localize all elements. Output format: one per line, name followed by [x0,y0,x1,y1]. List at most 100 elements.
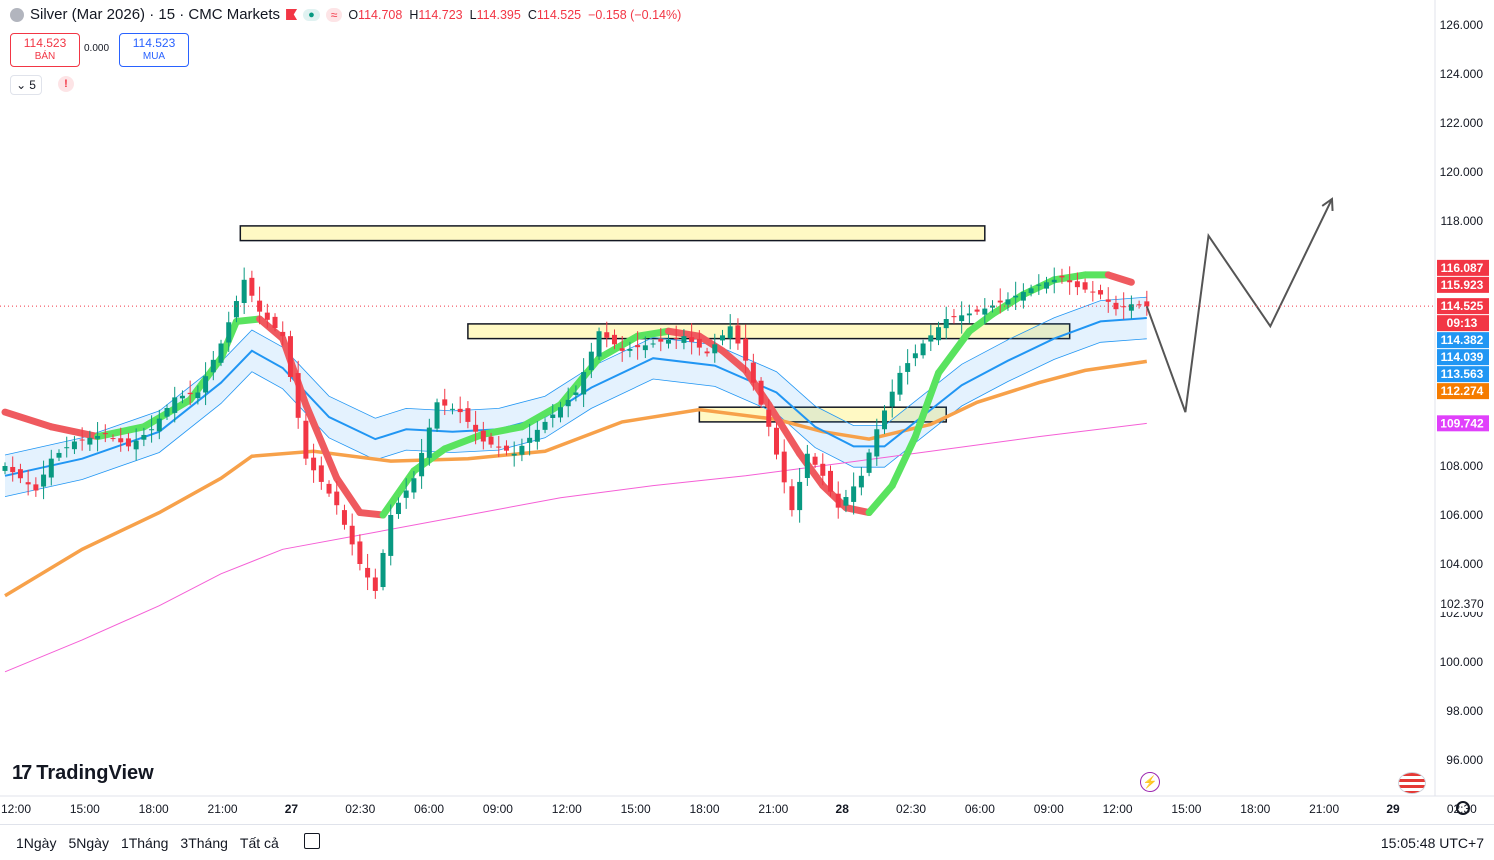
candle-body [442,399,448,406]
candle-body [619,348,625,351]
price-tick-label: 100.000 [1440,655,1484,669]
candle-body [457,408,463,413]
candle-body [141,434,147,440]
price-label-bg [1437,349,1489,366]
candle-body [311,457,317,471]
candle-body [974,309,980,312]
candle-body [249,277,255,296]
calendar-icon[interactable] [304,833,320,849]
wave-icon[interactable]: ≈ [325,7,343,22]
candle-body [1051,279,1057,283]
warning-icon[interactable]: ! [58,76,74,92]
candle-body [920,343,926,356]
symbol-title[interactable]: Silver (Mar 2026) · 15 · CMC Markets [30,6,281,23]
tradingview-logo[interactable]: 17 TradingView [12,762,154,785]
ema-fast-segment [595,332,642,362]
candle-body [210,359,216,373]
open-key: O [348,7,359,22]
buy-price: 114.523 [132,36,176,50]
candle-body [372,577,378,591]
candle-body [858,475,864,488]
candle-body [943,319,949,329]
price-label-group: 114.525 [1437,298,1489,315]
price-label-bg [1437,259,1489,276]
time-tick-label: 12:00 [1103,802,1133,816]
low-value: 114.395 [476,7,521,22]
clock[interactable]: 15:05:48 UTC+7 [1380,835,1484,851]
price-label-text: 116.087 [1441,261,1484,275]
candle-body [997,300,1003,303]
candle-body [233,301,239,318]
candle-body [25,482,31,485]
us-flag-icon[interactable] [1398,772,1426,794]
sell-price: 114.523 [23,36,67,50]
candle-body [627,349,633,351]
lightning-icon[interactable]: ⚡ [1140,772,1160,792]
candle-body [349,525,355,545]
price-label-text: 114.525 [1441,299,1484,313]
buy-button[interactable]: 114.523 MUA [119,33,189,67]
ema-fast-segment [1,408,55,431]
candle-body [882,410,888,430]
tradingview-mark-icon: 17 [12,762,32,784]
gear-icon[interactable] [1456,801,1470,815]
candle-body [658,338,664,342]
candle-body [1090,291,1096,293]
price-label-text: 115.923 [1441,278,1484,292]
price-label-text: 114.382 [1441,333,1484,347]
market-status-pill[interactable]: ● [303,8,320,21]
candle-body [789,486,795,511]
ema-band-lower [4,338,1147,497]
ema-fast-segment [819,482,850,512]
price-label-text: 09:13 [1447,316,1478,330]
price-tick-label: 118.000 [1441,214,1484,228]
red-flag-icon[interactable] [286,9,298,20]
candle-body [403,490,409,498]
candle-body [203,376,209,393]
ema-pink-line [4,422,1147,673]
candle-body [573,392,579,395]
sell-label: BÁN [34,51,56,62]
price-tick-label: 106.000 [1440,508,1484,522]
candle-body [2,466,8,471]
indicators-toggle[interactable]: ⌄ 5 [10,75,42,95]
candle-body [1098,290,1104,295]
candle-body [1013,295,1019,298]
range-all[interactable]: Tất cả [239,835,279,851]
price-label-group: 109.742 [1437,415,1489,432]
price-tick-label: 104.000 [1440,557,1484,571]
sell-button[interactable]: 114.523 BÁN [10,33,80,67]
candle-body [951,316,957,318]
price-label-bg [1437,415,1489,432]
projection-path [1145,198,1333,413]
range-1m[interactable]: 1Tháng [120,835,169,851]
candle-body [118,438,124,443]
candle-body [56,452,62,458]
candle-body [866,452,872,473]
range-5d[interactable]: 5Ngày [68,835,109,851]
close-key: C [527,7,537,22]
ema-blue-line [4,317,1147,477]
range-1d[interactable]: 1Ngày [16,835,57,851]
candle-body [241,279,247,303]
range-3m[interactable]: 3Tháng [180,835,228,851]
candle-body [1059,275,1065,278]
price-tick-label: 126.000 [1440,18,1484,32]
candle-body [295,373,301,418]
range-selector: 1Ngày 5Ngày 1Tháng 3Tháng Tất cả [16,835,279,851]
candle-body [226,322,232,343]
price-tick-label: 120.000 [1440,165,1484,179]
ema-fast-segment [634,327,672,340]
ema-fast-segment [935,327,973,377]
time-tick-label: 18:00 [689,802,719,816]
candle-body [596,331,602,357]
ema-fast-segment [695,332,726,355]
candle-body [912,353,918,359]
candle-body [280,331,286,337]
price-label-bg [1437,366,1489,383]
price-label-bg [1437,276,1489,293]
candle-body [750,362,756,383]
candle-body [380,552,386,588]
ema-fast-segment [742,366,773,409]
